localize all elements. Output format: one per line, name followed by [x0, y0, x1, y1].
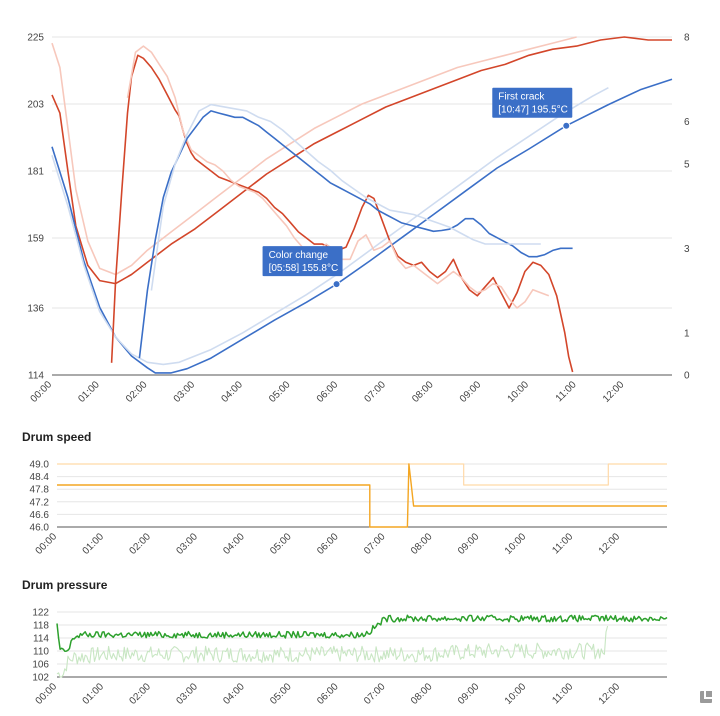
y2-tick-label: 6 — [684, 117, 690, 128]
x-tick-label: 08:00 — [410, 379, 436, 405]
y-tick-label: 114 — [33, 634, 49, 645]
x-tick-label: 03:00 — [172, 379, 198, 405]
x-tick-label: 07:00 — [362, 531, 388, 557]
y-tick-label: 102 — [32, 673, 49, 684]
x-tick-label: 05:00 — [268, 681, 294, 707]
y-tick-label: 46.6 — [30, 510, 50, 521]
y2-tick-label: 1 — [684, 328, 690, 339]
x-tick-label: 07:00 — [362, 681, 388, 707]
temperature-series-line — [138, 110, 573, 359]
y2-tick-label: 3 — [684, 244, 690, 255]
x-tick-label: 01:00 — [81, 681, 107, 707]
y-tick-label: 47.2 — [30, 497, 50, 508]
x-tick-label: 10:00 — [503, 531, 529, 557]
event-label: First crack — [498, 92, 545, 103]
y-tick-label: 46.0 — [30, 523, 50, 534]
drum-speed-series-line — [57, 463, 667, 486]
drum-pressure-title: Drum pressure — [22, 578, 108, 592]
event-annotation-box — [492, 87, 573, 118]
event-annotation-box — [262, 246, 343, 277]
drum-speed-title: Drum speed — [22, 430, 91, 444]
x-tick-label: 04:00 — [221, 531, 247, 557]
y-tick-label: 114 — [28, 371, 44, 382]
event-marker — [562, 121, 571, 130]
y-tick-label: 47.8 — [30, 485, 50, 496]
x-tick-label: 10:00 — [503, 681, 529, 707]
x-tick-label: 11:00 — [554, 379, 579, 404]
y-tick-label: 159 — [27, 233, 44, 244]
event-value: [10:47] 195.5°C — [498, 105, 568, 116]
y2-tick-label: 8 — [684, 33, 690, 44]
x-tick-label: 10:00 — [506, 379, 532, 405]
x-tick-label: 02:00 — [127, 531, 153, 557]
x-tick-label: 12:00 — [597, 531, 623, 557]
y-tick-label: 110 — [33, 647, 49, 658]
x-tick-label: 01:00 — [81, 531, 107, 557]
drum-pressure-series-line — [56, 614, 668, 652]
x-tick-label: 00:00 — [34, 681, 60, 707]
temperature-series-line — [51, 78, 673, 374]
y-tick-label: 203 — [27, 99, 44, 110]
x-tick-label: 04:00 — [221, 681, 247, 707]
y-tick-label: 122 — [32, 608, 49, 619]
x-tick-label: 09:00 — [456, 681, 482, 707]
y-tick-label: 181 — [27, 166, 44, 177]
x-tick-label: 11:00 — [550, 681, 575, 706]
y-tick-label: 48.4 — [30, 472, 50, 483]
x-tick-label: 08:00 — [409, 681, 435, 707]
x-tick-label: 02:00 — [124, 379, 150, 405]
temperature-chart: 225 203 181 159 136 114 8 6 5 3 1 0 00:00 01:00 02:00 0… — [27, 33, 690, 405]
x-tick-label: 03:00 — [174, 531, 200, 557]
x-tick-label: 12:00 — [601, 379, 627, 405]
drum-speed-chart: 49.048.4 47.847.2 46.6 46.000:00 01:00 02:00 0… — [30, 460, 667, 557]
y2-tick-label: 5 — [684, 159, 690, 170]
event-label: Color change — [269, 250, 329, 261]
x-tick-label: 11:00 — [550, 531, 575, 556]
drum-pressure-series-line — [56, 625, 609, 678]
event-marker — [332, 280, 341, 289]
temperature-series-line — [150, 103, 541, 291]
event-value: [05:58] 155.8°C — [269, 263, 339, 274]
x-tick-label: 01:00 — [76, 379, 102, 405]
drum-speed-series-line — [57, 463, 667, 528]
x-tick-label: 07:00 — [362, 379, 388, 405]
x-tick-label: 06:00 — [315, 681, 341, 707]
x-tick-label: 12:00 — [597, 681, 623, 707]
temperature-series-line — [51, 86, 609, 366]
x-tick-label: 08:00 — [409, 531, 435, 557]
y-tick-label: 49.0 — [30, 460, 50, 471]
x-tick-label: 02:00 — [127, 681, 153, 707]
x-tick-label: 09:00 — [456, 531, 482, 557]
x-tick-label: 03:00 — [174, 681, 200, 707]
y-tick-label: 106 — [32, 660, 49, 671]
y2-tick-label: 0 — [684, 371, 690, 382]
temperature-series-line — [51, 36, 577, 276]
y-tick-label: 225 — [27, 33, 44, 44]
x-tick-label: 00:00 — [29, 379, 55, 405]
x-tick-label: 06:00 — [315, 379, 341, 405]
x-tick-label: 00:00 — [34, 531, 60, 557]
y-tick-label: 118 — [33, 621, 49, 632]
corner-logo-icon — [700, 691, 712, 703]
x-tick-label: 09:00 — [458, 379, 484, 405]
x-tick-label: 05:00 — [267, 379, 293, 405]
x-tick-label: 04:00 — [219, 379, 245, 405]
y-tick-label: 136 — [27, 304, 44, 315]
x-tick-label: 06:00 — [315, 531, 341, 557]
temperature-series-line — [51, 36, 672, 285]
x-tick-label: 05:00 — [268, 531, 294, 557]
